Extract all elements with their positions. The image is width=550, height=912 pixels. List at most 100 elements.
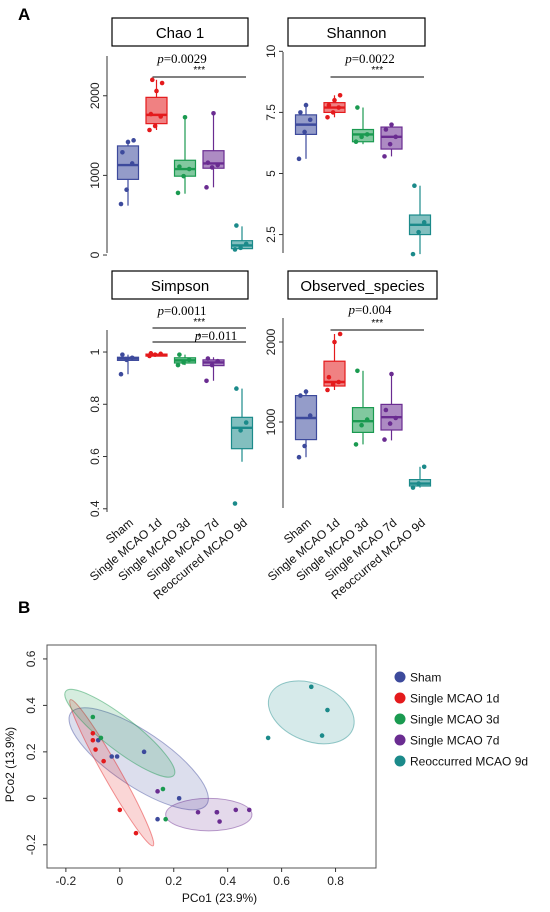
x-tick-label: 0.6: [273, 874, 290, 888]
box-0: [116, 138, 140, 207]
y-tick-label: 0.2: [24, 743, 38, 760]
scatter-point: [246, 807, 252, 813]
legend-label: Reoccurred MCAO 9d: [410, 755, 528, 769]
p-value-text: p=0.0029: [156, 51, 207, 66]
data-point: [325, 114, 330, 120]
data-point: [364, 132, 370, 137]
y-tick-label: 10: [264, 44, 278, 58]
panel-title-box: [111, 17, 249, 47]
data-point: [215, 162, 220, 168]
legend-marker: [394, 734, 406, 746]
scatter-point: [98, 735, 104, 741]
data-point: [124, 187, 129, 193]
data-point: [125, 139, 131, 145]
panel-title: Simpson: [151, 278, 209, 295]
legend-marker: [394, 713, 406, 725]
y-tick-label: 0.8: [88, 396, 102, 413]
p-value-text: p=0.011: [194, 328, 238, 343]
box-3: [380, 122, 403, 159]
data-point: [118, 371, 124, 377]
data-point: [204, 378, 209, 384]
data-point: [412, 183, 417, 189]
p-label: p: [347, 302, 355, 317]
data-point: [387, 421, 393, 426]
data-point: [120, 149, 125, 155]
box-body: [202, 150, 225, 169]
data-point: [209, 362, 215, 368]
data-point: [421, 464, 427, 470]
data-point: [238, 428, 243, 433]
p-label: p: [156, 303, 164, 318]
scatter-point: [163, 816, 168, 822]
data-point: [421, 220, 427, 225]
data-point: [382, 154, 387, 159]
scatter-point: [101, 758, 106, 764]
legend-label: Single MCAO 1d: [410, 692, 499, 706]
data-point: [177, 164, 182, 169]
y-axis-label: PCo2 (13.9%): [3, 727, 17, 802]
data-point: [182, 114, 188, 120]
y-tick-label: 1: [88, 348, 102, 355]
scatter-point: [195, 809, 201, 815]
box-4: [408, 183, 432, 257]
data-point: [325, 387, 330, 393]
scatter-point: [155, 789, 160, 794]
scatter-point: [90, 714, 96, 720]
data-point: [238, 245, 243, 251]
box-body: [380, 126, 403, 150]
data-point: [332, 97, 337, 103]
legend-marker: [394, 755, 406, 767]
box-3: [380, 371, 403, 442]
legend-marker: [394, 692, 406, 704]
scatter-point: [141, 749, 147, 755]
box-body: [230, 416, 254, 450]
data-point: [296, 454, 302, 460]
data-point: [410, 251, 416, 257]
scatter-point: [214, 809, 220, 815]
data-point: [175, 190, 181, 196]
p-value: =0.0011: [164, 303, 207, 318]
data-point: [152, 123, 158, 129]
confidence-ellipse-1: [69, 699, 155, 847]
data-point: [147, 127, 152, 133]
x-axis-label: PCo1 (23.9%): [182, 891, 257, 905]
data-point: [234, 223, 239, 228]
data-point: [302, 443, 307, 449]
panel-title: Observed_species: [300, 278, 424, 295]
data-point: [383, 127, 389, 132]
box-3: [202, 356, 225, 384]
data-point: [215, 358, 220, 364]
confidence-ellipse-3: [165, 797, 253, 832]
data-point: [232, 501, 238, 506]
p-label: p: [194, 328, 202, 343]
data-point: [387, 141, 393, 147]
data-point: [186, 166, 192, 172]
data-point: [326, 374, 332, 380]
data-point: [355, 105, 360, 110]
scatter-point: [319, 733, 325, 738]
data-point: [337, 331, 343, 337]
data-point: [124, 357, 129, 363]
x-tick-label: 0.2: [165, 874, 182, 888]
y-tick-label: 1000: [264, 408, 278, 435]
panel-b-label: B: [18, 598, 30, 617]
legend-label: Sham: [410, 671, 441, 685]
y-tick-label: 1000: [88, 162, 102, 189]
data-point: [129, 355, 135, 361]
data-point: [393, 415, 399, 421]
box-4: [230, 223, 254, 252]
plot-area: [64, 680, 355, 847]
data-point: [209, 165, 215, 170]
data-point: [330, 382, 336, 387]
data-point: [154, 88, 159, 94]
data-point: [232, 247, 238, 252]
data-point: [120, 352, 125, 357]
data-point: [243, 420, 249, 425]
plot-frame: [46, 644, 377, 869]
data-point: [307, 117, 313, 123]
box-4: [230, 386, 254, 506]
